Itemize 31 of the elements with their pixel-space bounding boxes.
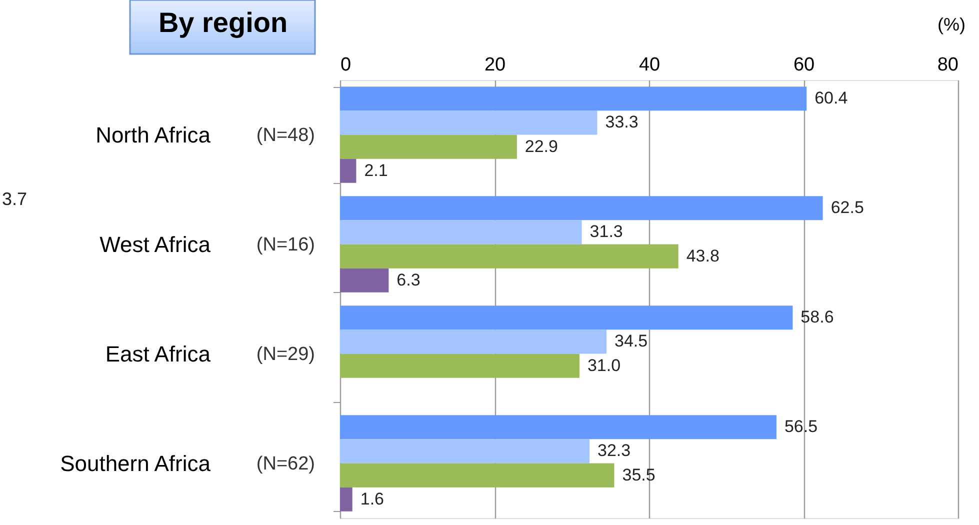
y2-tick-label: (N=29) [256, 344, 315, 365]
data-label: 34.5 [614, 332, 648, 351]
data-label: 31.0 [587, 356, 621, 375]
y2-tick-label: (N=16) [256, 234, 315, 256]
x-tick-label: 80 [937, 54, 958, 76]
data-label: 2.1 [364, 160, 388, 180]
x-tick-label: 40 [638, 54, 660, 76]
data-label: 31.3 [590, 222, 623, 242]
data-label: 62.5 [830, 198, 864, 218]
data-label: 33.3 [605, 112, 638, 132]
data-label: 22.9 [524, 136, 558, 156]
data-label: 6.3 [396, 270, 420, 290]
x-tick-label: 0 [340, 54, 352, 76]
y-tick-label: Southern Africa [60, 450, 212, 476]
data-label: 35.5 [622, 465, 656, 484]
data-label: 56.5 [784, 417, 818, 436]
data-label: 58.6 [800, 308, 834, 327]
data-label: 32.3 [598, 441, 631, 460]
data-label: 1.6 [360, 489, 384, 508]
x-tick-label: 20 [484, 54, 506, 76]
text: 3.7 [2, 189, 28, 209]
y2-tick-label: (N=62) [256, 453, 315, 474]
data-label: 43.8 [686, 246, 720, 266]
y2-tick-label: (N=48) [256, 124, 315, 146]
y-tick-label: West Africa [100, 232, 212, 257]
x-tick-label: 60 [793, 54, 815, 76]
x-axis-title: (%) [938, 14, 966, 34]
y-tick-label: East Africa [105, 341, 212, 366]
data-label: 60.4 [814, 88, 848, 108]
chart-title: By region [158, 7, 288, 38]
y-tick-label: North Africa [96, 122, 212, 148]
